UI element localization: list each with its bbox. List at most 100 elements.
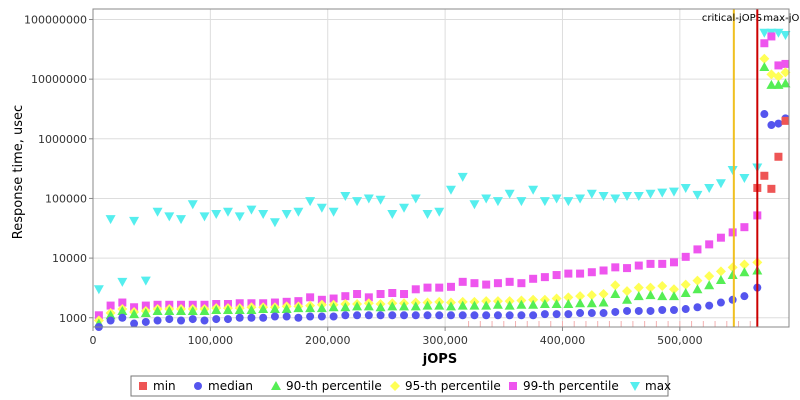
series-max: [93, 28, 791, 295]
data-point: [622, 286, 633, 297]
data-point: [364, 311, 373, 320]
y-axis-ticks: 1000 10000 100000 1000000 10000000 100000000: [24, 14, 93, 325]
data-point: [469, 200, 480, 210]
data-point: [704, 271, 715, 282]
data-point: [481, 194, 492, 204]
data-point: [400, 311, 409, 320]
data-point: [387, 301, 398, 311]
data-point: [633, 282, 644, 293]
data-point: [646, 306, 655, 315]
data-point: [693, 303, 702, 312]
data-point: [599, 266, 608, 275]
data-point: [516, 299, 527, 309]
data-point: [118, 313, 127, 322]
data-point: [739, 259, 750, 270]
data-point: [705, 301, 714, 310]
data-point: [211, 304, 222, 314]
data-point: [364, 293, 373, 302]
data-point: [400, 290, 409, 299]
legend-swatch: [139, 382, 147, 390]
data-point: [781, 59, 790, 68]
data-point: [669, 258, 678, 267]
data-point: [658, 259, 667, 268]
data-point: [551, 194, 562, 204]
data-point: [645, 282, 656, 293]
data-point: [657, 291, 668, 301]
data-point: [599, 309, 608, 318]
legend-swatch: [509, 382, 517, 390]
data-point: [200, 316, 209, 325]
data-point: [704, 280, 715, 290]
data-point: [505, 311, 514, 320]
data-point: [692, 190, 703, 200]
data-point: [482, 280, 491, 289]
data-point: [293, 207, 304, 217]
data-point: [668, 291, 679, 301]
data-point: [564, 310, 573, 319]
data-point: [773, 28, 784, 38]
data-point: [164, 212, 175, 222]
legend-item: 90-th percentile: [271, 379, 382, 393]
legend-label: min: [153, 379, 176, 393]
data-point: [388, 311, 397, 320]
data-point: [516, 197, 527, 207]
data-point: [540, 273, 549, 282]
legend-swatch: [271, 381, 281, 390]
data-point: [234, 304, 245, 314]
data-point: [680, 183, 691, 193]
data-point: [105, 310, 116, 320]
data-point: [129, 216, 140, 226]
data-point: [375, 302, 386, 312]
data-point: [610, 194, 621, 204]
data-point: [94, 311, 103, 320]
x-tick-label: 0: [90, 334, 97, 347]
legend-label: 95-th percentile: [405, 379, 501, 393]
data-point: [422, 209, 433, 219]
data-point: [445, 185, 456, 195]
data-point: [410, 194, 421, 204]
x-axis-ticks: 0 100,000 200,000 300,000 400,000 500,000: [90, 327, 703, 347]
data-point: [247, 313, 256, 322]
x-tick-label: 100,000: [188, 334, 234, 347]
data-point: [727, 165, 738, 175]
data-point: [130, 319, 139, 328]
data-point: [222, 304, 233, 314]
data-point: [188, 315, 197, 324]
data-point: [258, 209, 269, 219]
data-point: [316, 203, 327, 213]
data-point: [767, 121, 776, 130]
data-point: [681, 252, 690, 261]
data-point: [270, 312, 279, 321]
data-point: [739, 267, 750, 277]
data-point: [411, 285, 420, 294]
data-point: [552, 271, 561, 280]
data-point: [363, 194, 374, 204]
data-point: [329, 294, 338, 303]
data-point: [353, 290, 362, 299]
data-point: [668, 284, 679, 295]
data-point: [634, 306, 643, 315]
data-point: [482, 311, 491, 320]
data-point: [505, 277, 514, 286]
data-point: [727, 270, 738, 280]
data-point: [199, 305, 210, 315]
data-point: [399, 301, 410, 311]
data-point: [539, 197, 550, 207]
data-point: [517, 279, 526, 288]
series-90-th-percentile: [93, 61, 791, 328]
data-point: [352, 197, 363, 207]
data-point: [305, 303, 316, 313]
data-point: [341, 292, 350, 301]
data-point: [552, 310, 561, 319]
data-point: [529, 274, 538, 283]
legend-label: median: [208, 379, 253, 393]
plot-background: [93, 9, 789, 327]
data-point: [469, 300, 480, 310]
data-point: [728, 295, 737, 304]
data-point: [622, 294, 633, 304]
legend-item: max: [630, 379, 671, 393]
data-point: [105, 215, 116, 225]
data-point: [117, 305, 128, 315]
data-point: [657, 281, 668, 292]
